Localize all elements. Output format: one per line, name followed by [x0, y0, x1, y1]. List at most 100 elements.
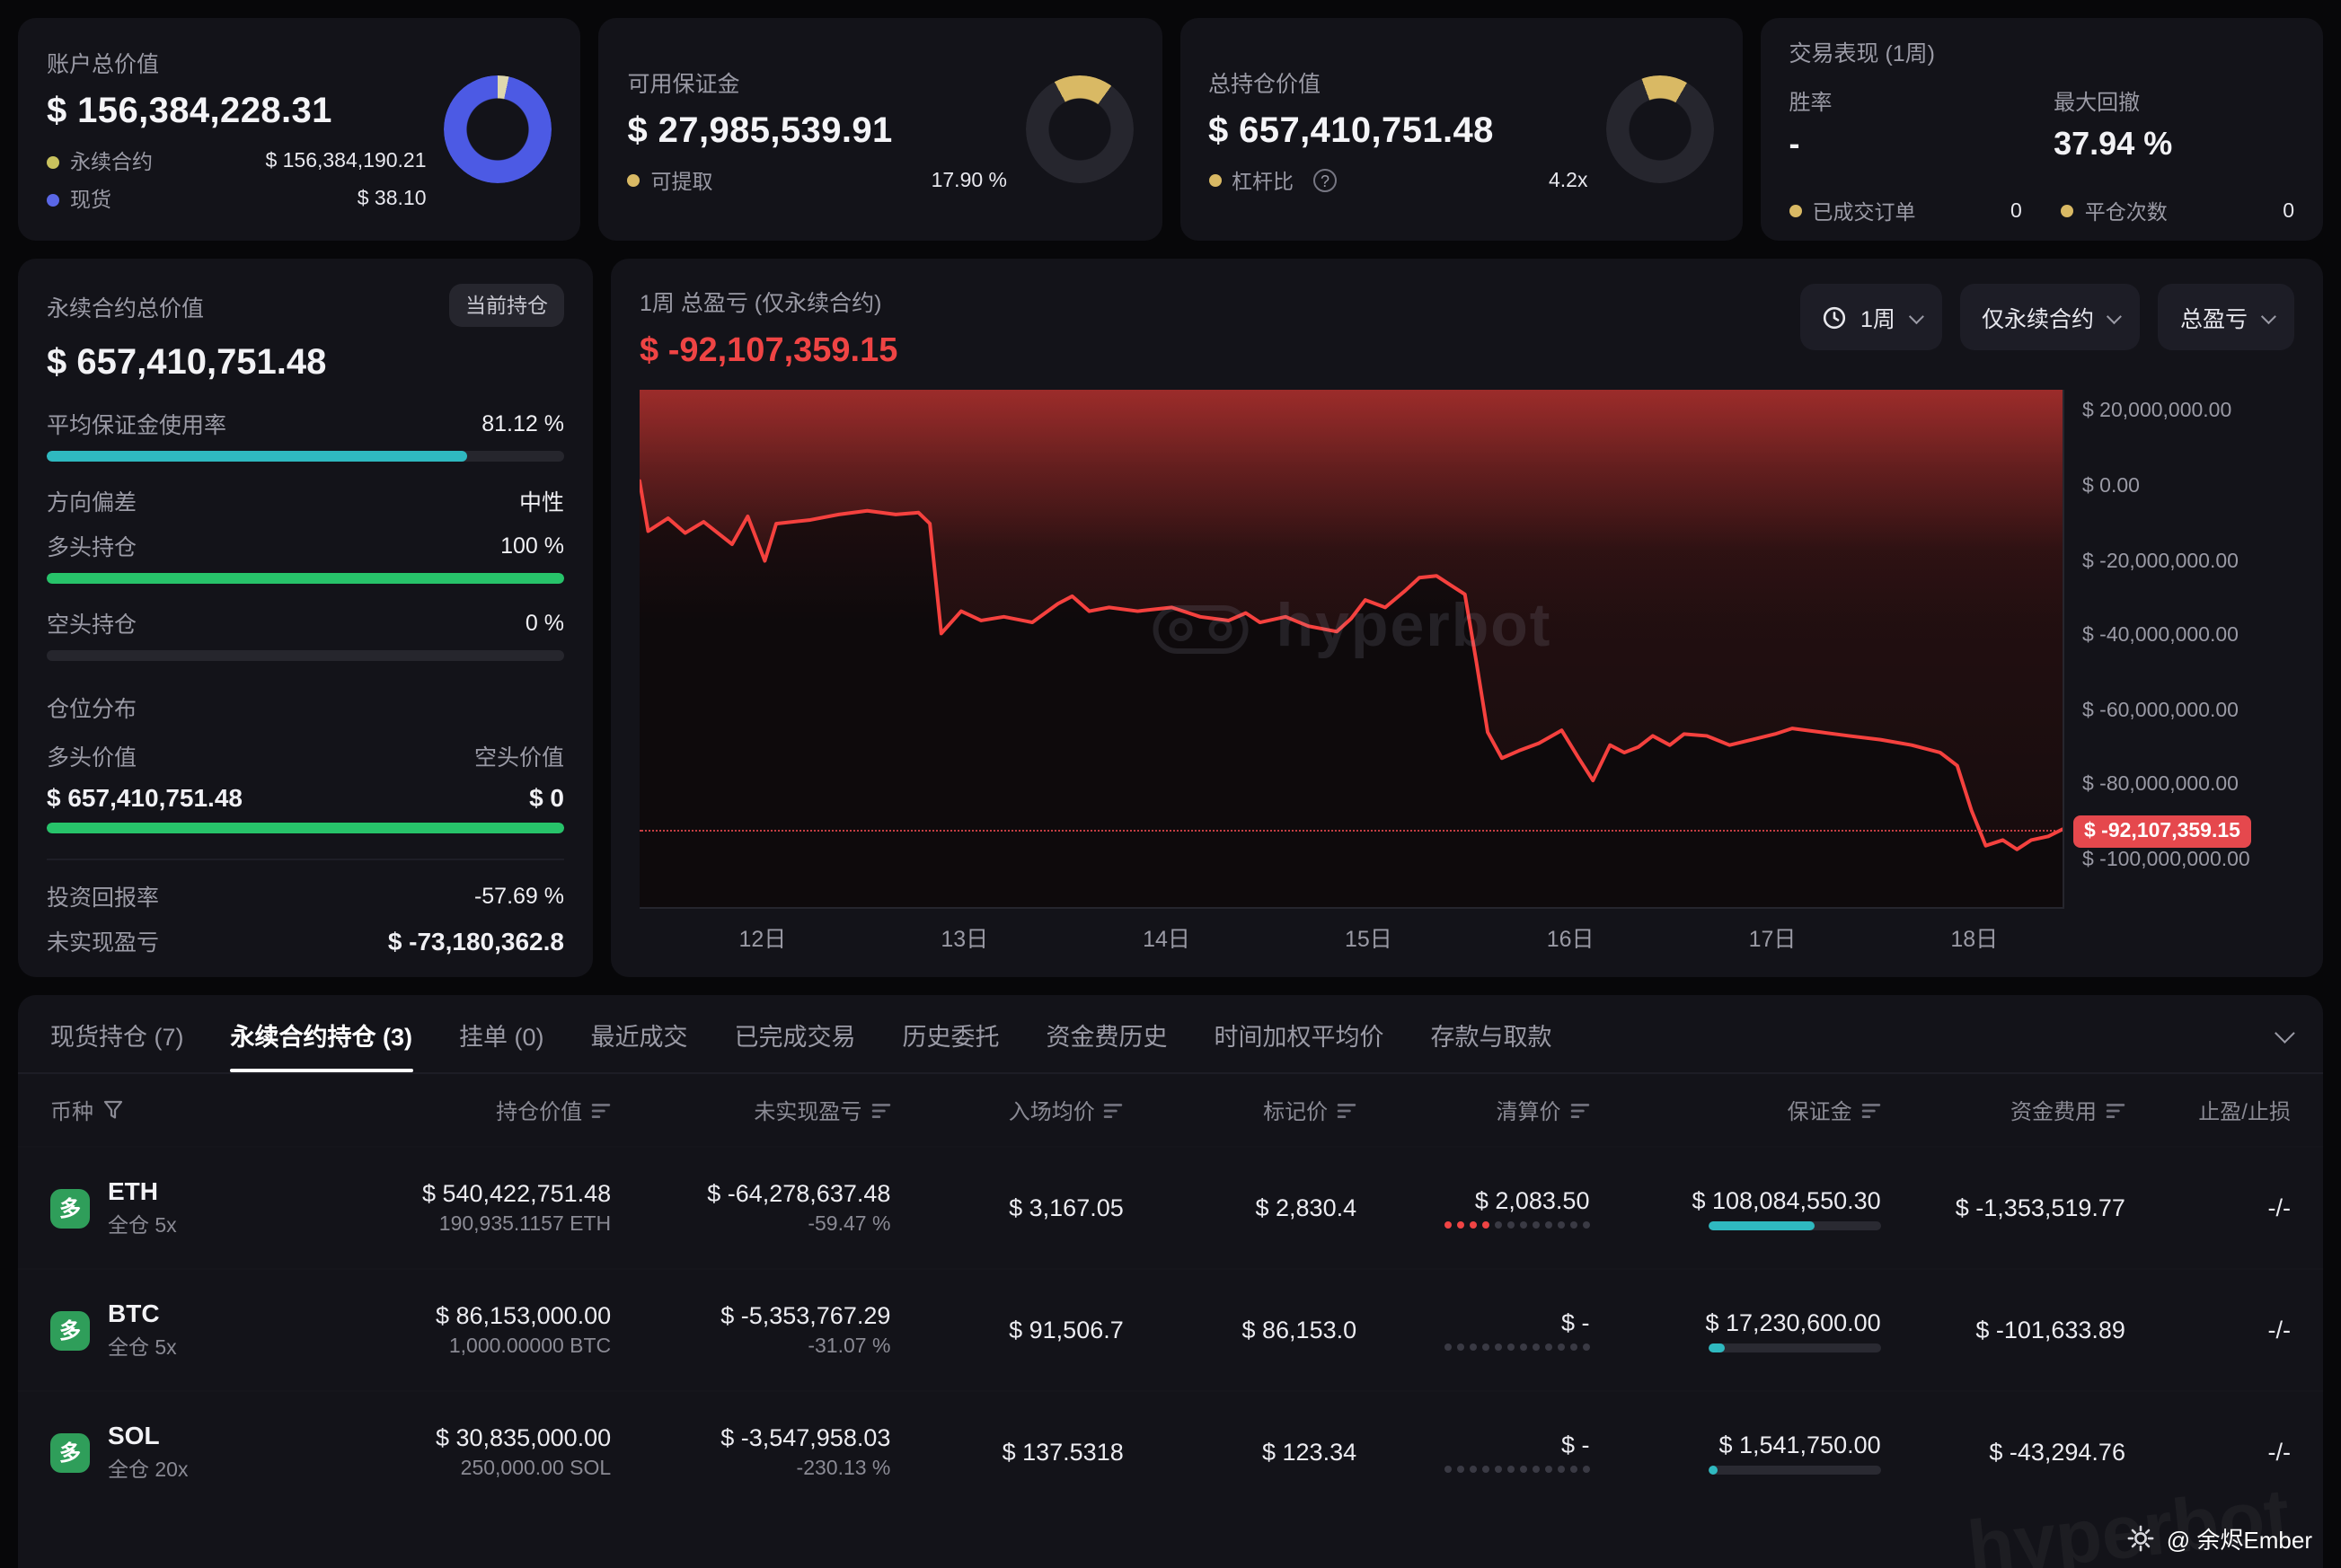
coin-mode: 全仓 5x	[108, 1338, 177, 1360]
middle-row: 永续合约总价值 当前持仓 $ 657,410,751.48 平均保证金使用率 8…	[18, 259, 2323, 977]
y-axis-label: $ -100,000,000.00	[2082, 849, 2250, 871]
margin-bar	[1708, 1343, 1881, 1352]
margin-bar	[1708, 1220, 1881, 1229]
liq-risk-dot	[1557, 1343, 1565, 1351]
sort-icon	[2106, 1102, 2125, 1118]
tab-completed-trades[interactable]: 已完成交易	[734, 1023, 856, 1050]
long-position-bar	[47, 573, 564, 584]
coin-cell[interactable]: 多 SOL 全仓 20x	[50, 1421, 320, 1484]
liq-risk-dot	[1506, 1466, 1515, 1473]
liq-risk-dot	[1519, 1221, 1527, 1229]
header-position-value[interactable]: 持仓价值	[320, 1095, 611, 1125]
tab-deposits-withdrawals[interactable]: 存款与取款	[1430, 1023, 1552, 1050]
sort-icon	[1337, 1102, 1356, 1118]
performance-title: 交易表现 (1周)	[1789, 40, 1936, 66]
tab-twap[interactable]: 时间加权平均价	[1214, 1023, 1384, 1050]
position-qty: 1,000.00000 BTC	[448, 1336, 612, 1358]
position-row-btc: 多 BTC 全仓 5x $ 86,153,000.00 1,000.00000 B…	[18, 1268, 2323, 1390]
coin-cell[interactable]: 多 ETH 全仓 5x	[50, 1176, 320, 1239]
y-axis-label: $ -40,000,000.00	[2082, 625, 2239, 647]
y-axis-label: $ 0.00	[2082, 476, 2140, 498]
tab-perp-positions[interactable]: 永续合约持仓 (3)	[230, 995, 413, 1072]
liq-risk-dot	[1544, 1466, 1552, 1473]
perp-legend-label: 永续合约	[70, 153, 153, 174]
pnl-plot-area[interactable]: hyperbot	[640, 390, 2064, 909]
entry-price: $ 3,167.05	[1009, 1194, 1124, 1221]
unrealized-pnl-pct: -31.07 %	[808, 1336, 891, 1358]
leverage-help-icon[interactable]	[1313, 169, 1337, 192]
tab-recent-fills[interactable]: 最近成交	[590, 1023, 688, 1050]
bias-label: 方向偏差	[47, 490, 137, 515]
tab-order-history[interactable]: 历史委托	[902, 1023, 1000, 1050]
range-select-label: 1周	[1860, 307, 1895, 332]
liq-risk-dot	[1557, 1466, 1565, 1473]
mark-price: $ 123.34	[1262, 1439, 1357, 1466]
unrealized-pnl-pct: -59.47 %	[808, 1214, 891, 1236]
tab-spot-positions[interactable]: 现货持仓 (7)	[50, 1023, 184, 1050]
x-axis-label: 16日	[1546, 926, 1595, 951]
position-row-eth: 多 ETH 全仓 5x $ 540,422,751.48 190,935.1157…	[18, 1146, 2323, 1268]
legend-row-spot: 现货 $ 38.10	[47, 185, 427, 214]
tabs-collapse-button[interactable]	[2275, 1022, 2295, 1043]
funding-fee: $ -43,294.76	[1989, 1439, 2125, 1466]
liq-risk-dot	[1582, 1343, 1590, 1351]
tab-open-orders[interactable]: 挂单 (0)	[459, 1023, 544, 1050]
liq-price: $ -	[1560, 1309, 1590, 1336]
account-legend: 永续合约 $ 156,384,190.21 现货 $ 38.10	[47, 147, 427, 214]
liq-risk-dot	[1469, 1466, 1477, 1473]
liq-risk-dot	[1481, 1343, 1489, 1351]
x-axis-label: 15日	[1344, 926, 1392, 951]
scope-select[interactable]: 仅永续合约	[1959, 284, 2141, 350]
y-axis-label: $ -60,000,000.00	[2082, 700, 2239, 722]
mark-price: $ 86,153.0	[1241, 1317, 1357, 1343]
author-credit: @ 余烬Ember	[2166, 1527, 2312, 1554]
x-axis-label: 17日	[1748, 926, 1797, 951]
withdrawable-row: 可提取 17.90 %	[627, 166, 1007, 195]
liq-risk-dot	[1519, 1466, 1527, 1473]
liq-risk-dot	[1532, 1466, 1540, 1473]
sort-icon	[1570, 1102, 1589, 1118]
y-axis: $ -92,107,359.15 $ 20,000,000.00 $ 0.00 $ …	[2064, 390, 2294, 909]
liq-risk-dot	[1456, 1343, 1464, 1351]
header-mark-price[interactable]: 标记价	[1124, 1095, 1356, 1125]
range-select[interactable]: 1周	[1799, 284, 1942, 350]
liq-risk-dot	[1569, 1343, 1577, 1351]
chevron-down-icon	[2275, 1022, 2295, 1043]
liq-risk-dot	[1456, 1466, 1464, 1473]
header-liq-price[interactable]: 清算价	[1356, 1095, 1589, 1125]
metric-select[interactable]: 总盈亏	[2158, 284, 2294, 350]
unrealized-pnl: $ -5,353,767.29	[720, 1302, 891, 1329]
liq-risk-dot	[1444, 1466, 1452, 1473]
spot-legend-value: $ 38.10	[357, 189, 427, 210]
header-unrealized-pnl[interactable]: 未实现盈亏	[611, 1095, 890, 1125]
liq-risk-dot	[1544, 1343, 1552, 1351]
withdrawable-value: 17.90 %	[931, 170, 1007, 191]
margin-bar	[1708, 1465, 1881, 1474]
coin-mode: 全仓 20x	[108, 1460, 189, 1482]
header-entry-price[interactable]: 入场均价	[890, 1095, 1123, 1125]
margin-bar-fill	[1708, 1343, 1726, 1352]
distribution-bar	[47, 823, 564, 833]
coin-symbol: BTC	[108, 1299, 160, 1327]
filled-orders-value: 0	[2010, 200, 2022, 222]
y-axis-label: $ 20,000,000.00	[2082, 401, 2232, 423]
liq-risk-dot	[1569, 1221, 1577, 1229]
chevron-down-icon	[1908, 308, 1924, 324]
header-margin[interactable]: 保证金	[1589, 1095, 1880, 1125]
leverage-value: 4.2x	[1549, 170, 1588, 191]
coin-cell[interactable]: 多 BTC 全仓 5x	[50, 1299, 320, 1361]
perp-overview-panel: 永续合约总价值 当前持仓 $ 657,410,751.48 平均保证金使用率 8…	[18, 259, 593, 977]
chart-controls: 1周 仅永续合约 总盈亏	[1799, 284, 2294, 350]
tpsl-value: -/-	[2267, 1194, 2291, 1221]
header-coin[interactable]: 币种	[50, 1095, 320, 1125]
unrealized-pnl-pct: -230.13 %	[796, 1458, 891, 1480]
tab-funding-history[interactable]: 资金费历史	[1046, 1023, 1168, 1050]
table-header: 币种 持仓价值 未实现盈亏 入场均价 标记价 清算价	[18, 1074, 2323, 1146]
closed-count-value: 0	[2283, 200, 2294, 222]
win-rate-label: 胜率	[1789, 89, 1833, 114]
liq-price: $ -	[1560, 1431, 1590, 1458]
metric-select-label: 总盈亏	[2179, 307, 2248, 332]
sort-icon	[871, 1102, 890, 1118]
header-funding[interactable]: 资金费用	[1881, 1095, 2125, 1125]
liq-risk-dot	[1494, 1221, 1502, 1229]
